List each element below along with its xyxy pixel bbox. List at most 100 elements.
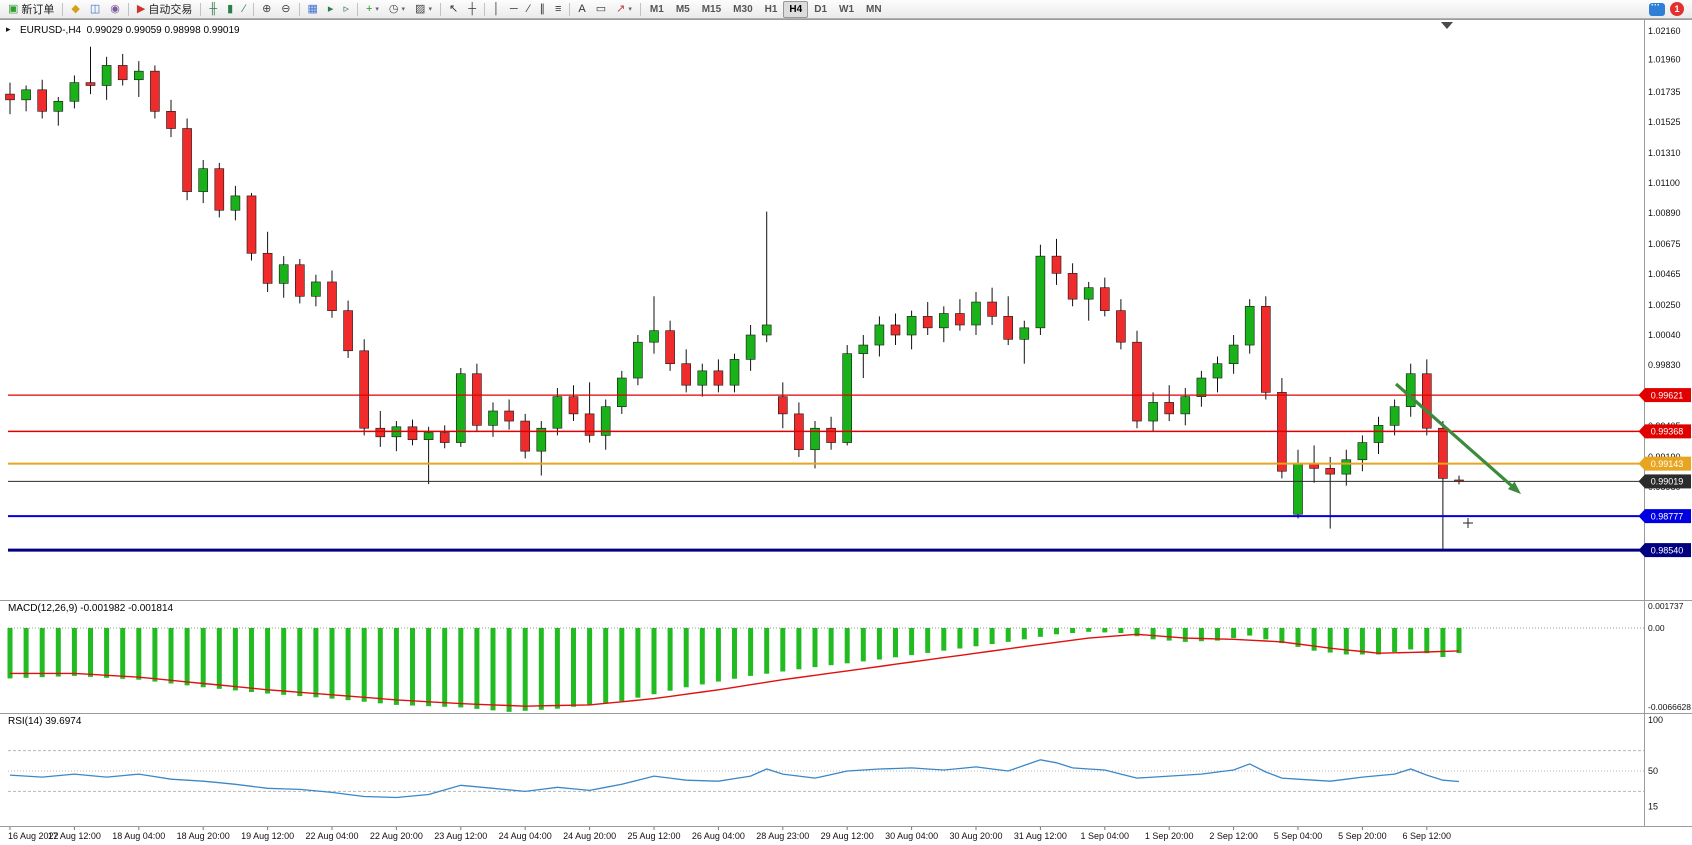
crosshair-icon[interactable]: ┼ <box>463 1 481 18</box>
macd-histogram-bar <box>812 628 818 668</box>
timeframe-m30[interactable]: M30 <box>733 3 753 15</box>
macd-histogram-bar <box>1359 628 1365 655</box>
timeframe-w1[interactable]: W1 <box>839 3 855 15</box>
fibonacci-icon[interactable]: ≡ <box>550 1 566 18</box>
navigator-icon[interactable]: ◉ <box>105 1 125 18</box>
chart-shift-marker[interactable] <box>1441 22 1453 29</box>
macd-axis-label: 0.00 <box>1648 623 1665 633</box>
macd-histogram-bar <box>1086 628 1092 632</box>
time-axis-label: 31 Aug 12:00 <box>1014 831 1067 841</box>
bear-candle <box>85 82 96 86</box>
chart-shift-icon[interactable]: ▹ <box>338 1 354 18</box>
macd-histogram-bar <box>7 628 13 679</box>
candlestick-chart-icon: ▮ <box>227 2 234 15</box>
tile-windows-icon[interactable]: ▦ <box>303 1 323 18</box>
macd-histogram-bar <box>748 628 754 676</box>
macd-histogram-bar <box>88 628 93 677</box>
pivot-line-tag-arrow <box>1638 456 1645 471</box>
bear-candle <box>665 330 675 364</box>
bull-candle <box>745 334 756 360</box>
trend-arrow-line[interactable] <box>1394 382 1513 487</box>
bear-candle <box>568 396 579 415</box>
bear-candle <box>262 252 273 284</box>
timeframe-m5[interactable]: M5 <box>675 3 690 15</box>
macd-histogram-bar <box>55 628 61 677</box>
line-chart-icon[interactable]: ∕ <box>238 1 250 18</box>
text-label-icon[interactable]: ▭ <box>591 1 611 18</box>
fibonacci-icon: ≡ <box>555 2 562 15</box>
bull-candle <box>134 70 144 81</box>
macd-histogram-bar <box>23 628 29 678</box>
resistance-line-2-price-tag <box>1645 424 1691 439</box>
timeframe-d1[interactable]: D1 <box>814 3 828 15</box>
bull-candle <box>488 410 498 426</box>
time-axis-label: 2 Sep 12:00 <box>1209 831 1258 841</box>
zoom-out-icon[interactable]: ⊖ <box>276 1 295 18</box>
candlestick-chart-icon[interactable]: ▮ <box>222 1 238 18</box>
timeframe-h1[interactable]: H1 <box>764 3 778 15</box>
one-click-trading-toggle[interactable]: ▸ <box>6 24 11 34</box>
macd-histogram-bar <box>957 628 963 649</box>
macd-histogram-bar <box>651 628 657 695</box>
timeframe-mn[interactable]: MN <box>866 3 882 15</box>
macd-histogram-bar <box>393 628 399 705</box>
bull-candle <box>423 432 434 440</box>
bear-candle <box>987 301 997 317</box>
time-axis-label: 22 Aug 20:00 <box>370 831 423 841</box>
tile-windows-icon: ▦ <box>307 2 318 15</box>
periods-icon[interactable]: ◷ ▾ <box>384 1 410 18</box>
bull-candle <box>1244 306 1255 346</box>
bull-candle <box>697 370 708 386</box>
macd-histogram-bar <box>683 628 689 688</box>
support-line-2-tag-arrow <box>1638 543 1645 558</box>
bear-candle <box>1100 287 1110 311</box>
indicators-icon[interactable]: + ▾ <box>361 1 384 18</box>
macd-histogram-bar <box>1456 628 1462 653</box>
macd-histogram-bar <box>490 628 496 711</box>
text-icon[interactable]: A <box>573 1 590 18</box>
autotrading-button[interactable]: ▶ 自动交易 <box>132 1 197 18</box>
macd-histogram-bar <box>200 628 206 688</box>
cursor-icon[interactable]: ↖ <box>444 1 463 18</box>
new-order-button[interactable]: ▣ 新订单 <box>3 1 59 18</box>
notification-badge[interactable]: 1 <box>1670 2 1684 16</box>
trendline-icon[interactable]: ∕ <box>523 1 535 18</box>
macd-histogram-bar <box>893 628 898 658</box>
auto-scroll-icon[interactable]: ▸ <box>323 1 339 18</box>
zoom-in-icon[interactable]: ⊕ <box>257 1 276 18</box>
current-price-line-price-tag <box>1645 474 1691 489</box>
timeframe-h4[interactable]: H4 <box>783 0 809 18</box>
toolbar-separator <box>569 2 571 16</box>
templates-icon[interactable]: ▨ ▾ <box>410 1 437 18</box>
horizontal-line-icon[interactable]: ─ <box>505 1 523 18</box>
arrows-tool-icon[interactable]: ↗ ▾ <box>611 1 637 18</box>
chart-title: EURUSD-,H4 0.99029 0.99059 0.98998 0.990… <box>20 25 240 36</box>
macd-histogram-bar <box>1327 628 1333 653</box>
zoom-in-icon: ⊕ <box>262 2 272 15</box>
timeframe-m1[interactable]: M1 <box>649 3 664 15</box>
market-watch-icon[interactable]: ◆ <box>66 1 84 18</box>
macd-histogram-bar <box>1311 628 1317 651</box>
community-icon[interactable] <box>1649 0 1665 16</box>
current-price-line-tag-arrow <box>1638 474 1645 489</box>
macd-histogram-bar <box>1070 628 1076 634</box>
bear-candle <box>1261 306 1271 393</box>
equidistant-channel-icon[interactable]: ∥ <box>535 1 551 18</box>
vertical-line-icon[interactable]: │ <box>488 1 505 18</box>
macd-histogram-bar <box>265 628 271 694</box>
price-axis-label: 1.01310 <box>1648 148 1681 158</box>
bull-candle <box>455 373 466 443</box>
support-line-1-price-tag <box>1645 509 1691 524</box>
data-window-icon[interactable]: ◫ <box>85 1 105 18</box>
bull-candle <box>536 427 547 452</box>
macd-axis-label: -0.0066628 <box>1648 702 1691 712</box>
text-label-icon: ▭ <box>595 2 607 15</box>
macd-histogram-bar <box>71 628 77 676</box>
macd-histogram-bar <box>1166 628 1172 641</box>
cursor-icon: ↖ <box>448 2 459 15</box>
timeframe-m15[interactable]: M15 <box>701 3 722 15</box>
bar-chart-icon[interactable]: ╫ <box>204 1 222 18</box>
templates-icon: ▨ <box>415 2 426 15</box>
macd-histogram-bar <box>1005 628 1011 642</box>
